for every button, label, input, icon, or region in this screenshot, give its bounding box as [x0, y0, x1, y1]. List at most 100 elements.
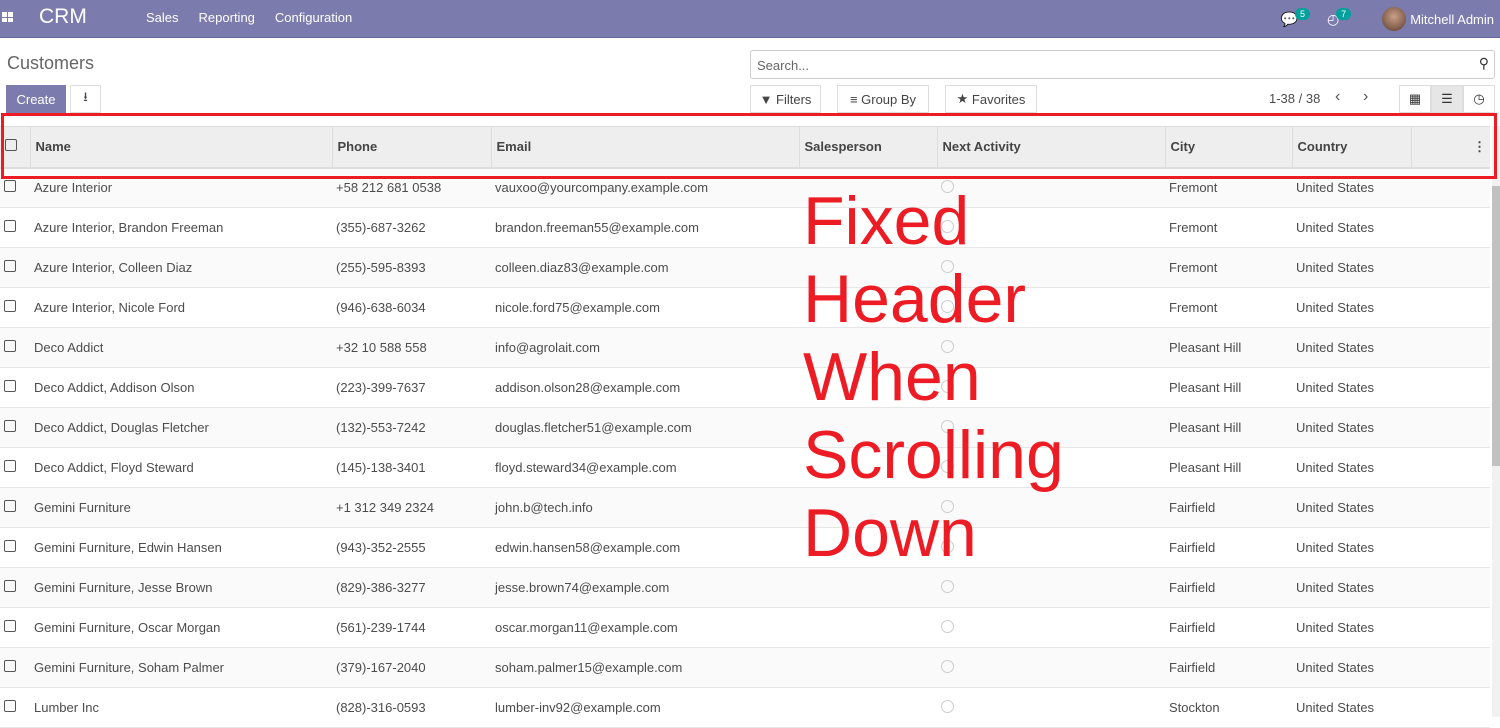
row-checkbox[interactable] [4, 380, 16, 392]
row-checkbox[interactable] [4, 260, 16, 272]
cell-next-activity[interactable] [937, 567, 1165, 608]
activity-clock-icon[interactable] [941, 259, 954, 273]
row-checkbox[interactable] [4, 460, 16, 472]
cell-email: john.b@tech.info [491, 487, 799, 528]
chevron-left-icon[interactable]: ‹ [1335, 88, 1341, 105]
optional-columns-icon[interactable]: ⋮ [1410, 126, 1490, 169]
table-row[interactable]: Gemini Furniture, Soham Palmer (379)-167-… [0, 647, 1490, 688]
cell-next-activity[interactable] [937, 527, 1165, 568]
table-row[interactable]: Gemini Furniture, Jesse Brown (829)-386-3… [0, 567, 1490, 608]
activity-view-button[interactable]: ◷ [1463, 85, 1495, 113]
cell-country: United States [1292, 247, 1411, 288]
cell-next-activity[interactable] [937, 367, 1165, 408]
row-checkbox[interactable] [4, 580, 16, 592]
download-icon: ⭳ [83, 89, 88, 104]
cell-email: addison.olson28@example.com [491, 367, 799, 408]
cell-next-activity[interactable] [937, 167, 1165, 208]
chat-icon[interactable]: 💬 [1280, 10, 1298, 27]
activity-clock-icon[interactable] [941, 379, 954, 393]
chevron-right-icon[interactable]: › [1363, 88, 1369, 105]
row-checkbox[interactable] [4, 220, 16, 232]
filters-button[interactable]: ▼ Filters [750, 85, 821, 113]
activity-clock-icon[interactable] [941, 179, 954, 193]
cell-next-activity[interactable] [937, 487, 1165, 528]
menu-reporting[interactable]: Reporting [198, 10, 255, 25]
cell-empty [1411, 687, 1490, 728]
avatar[interactable] [1382, 7, 1407, 31]
favorites-button[interactable]: ★ Favorites [945, 85, 1037, 113]
menu-sales[interactable]: Sales [146, 10, 179, 25]
activity-clock-icon[interactable]: ◴ [1326, 10, 1340, 27]
row-checkbox[interactable] [4, 420, 16, 432]
cell-next-activity[interactable] [937, 687, 1165, 728]
column-city[interactable]: City [1164, 126, 1292, 169]
cell-phone: (943)-352-2555 [332, 527, 491, 568]
activity-clock-icon[interactable] [941, 539, 954, 553]
activity-clock-icon[interactable] [941, 659, 954, 673]
cell-phone: +1 312 349 2324 [332, 487, 491, 528]
cell-next-activity[interactable] [937, 447, 1165, 488]
activity-clock-icon[interactable] [941, 579, 954, 593]
row-checkbox[interactable] [4, 300, 16, 312]
table-row[interactable]: Azure Interior, Nicole Ford (946)-638-603… [0, 287, 1490, 328]
activity-clock-icon[interactable] [941, 459, 954, 473]
menu-configuration[interactable]: Configuration [274, 10, 353, 25]
cell-phone: (145)-138-3401 [332, 447, 491, 488]
app-brand[interactable]: CRM [39, 5, 87, 28]
list-view-button[interactable]: ☰ [1431, 85, 1463, 113]
pager-value[interactable]: 1-38 / 38 [1269, 91, 1321, 106]
activity-clock-icon[interactable] [941, 299, 954, 313]
search-input[interactable]: Search... ⚲ [750, 50, 1495, 79]
column-email[interactable]: Email [490, 126, 799, 169]
user-name[interactable]: Mitchell Admin [1410, 11, 1494, 27]
row-checkbox[interactable] [4, 340, 16, 352]
apps-menu-icon[interactable] [2, 12, 13, 22]
table-row[interactable]: Gemini Furniture, Edwin Hansen (943)-352-… [0, 527, 1490, 568]
table-row[interactable]: Deco Addict, Addison Olson (223)-399-7637… [0, 367, 1490, 408]
table-row[interactable]: Gemini Furniture +1 312 349 2324 john.b@te… [0, 487, 1490, 528]
activity-clock-icon[interactable] [941, 219, 954, 233]
table-row[interactable]: Azure Interior, Brandon Freeman (355)-687… [0, 207, 1490, 248]
table-row[interactable]: Gemini Furniture, Oscar Morgan (561)-239-… [0, 607, 1490, 648]
cell-next-activity[interactable] [937, 207, 1165, 248]
column-country[interactable]: Country [1291, 126, 1411, 169]
column-next-activity[interactable]: Next Activity [936, 126, 1165, 169]
create-button[interactable]: Create [6, 85, 66, 113]
select-all-checkbox[interactable] [5, 139, 17, 152]
cell-email: jesse.brown74@example.com [491, 567, 799, 608]
search-icon[interactable]: ⚲ [1478, 55, 1489, 71]
kanban-view-button[interactable]: ▦ [1399, 85, 1431, 113]
download-button[interactable]: ⭳ [70, 85, 101, 113]
row-checkbox[interactable] [4, 700, 16, 712]
cell-city: Fairfield [1165, 487, 1292, 528]
groupby-button[interactable]: ≡ Group By [837, 85, 929, 113]
column-salesperson[interactable]: Salesperson [798, 126, 937, 169]
activity-clock-icon[interactable] [941, 419, 954, 433]
cell-next-activity[interactable] [937, 647, 1165, 688]
column-name[interactable]: Name [29, 126, 332, 169]
table-row[interactable]: Lumber Inc (828)-316-0593 lumber-inv92@exa… [0, 687, 1490, 728]
cell-next-activity[interactable] [937, 287, 1165, 328]
table-row[interactable]: Deco Addict, Douglas Fletcher (132)-553-7… [0, 407, 1490, 448]
cell-next-activity[interactable] [937, 407, 1165, 448]
table-row[interactable]: Azure Interior +58 212 681 0538 vauxoo@you… [0, 167, 1490, 208]
table-row[interactable]: Deco Addict, Floyd Steward (145)-138-3401… [0, 447, 1490, 488]
row-checkbox[interactable] [4, 620, 16, 632]
scrollbar[interactable] [1492, 126, 1500, 717]
activity-clock-icon[interactable] [941, 339, 954, 353]
cell-next-activity[interactable] [937, 327, 1165, 368]
cell-empty [1411, 167, 1490, 208]
row-checkbox[interactable] [4, 660, 16, 672]
activity-clock-icon[interactable] [941, 499, 954, 513]
cell-next-activity[interactable] [937, 247, 1165, 288]
column-phone[interactable]: Phone [331, 126, 491, 169]
table-row[interactable]: Deco Addict +32 10 588 558 info@agrolait.c… [0, 327, 1490, 368]
cell-next-activity[interactable] [937, 607, 1165, 648]
activity-clock-icon[interactable] [941, 619, 954, 633]
cell-email: soham.palmer15@example.com [491, 647, 799, 688]
row-checkbox[interactable] [4, 180, 16, 193]
row-checkbox[interactable] [4, 500, 16, 512]
table-row[interactable]: Azure Interior, Colleen Diaz (255)-595-83… [0, 247, 1490, 288]
activity-clock-icon[interactable] [941, 699, 954, 713]
row-checkbox[interactable] [4, 540, 16, 552]
